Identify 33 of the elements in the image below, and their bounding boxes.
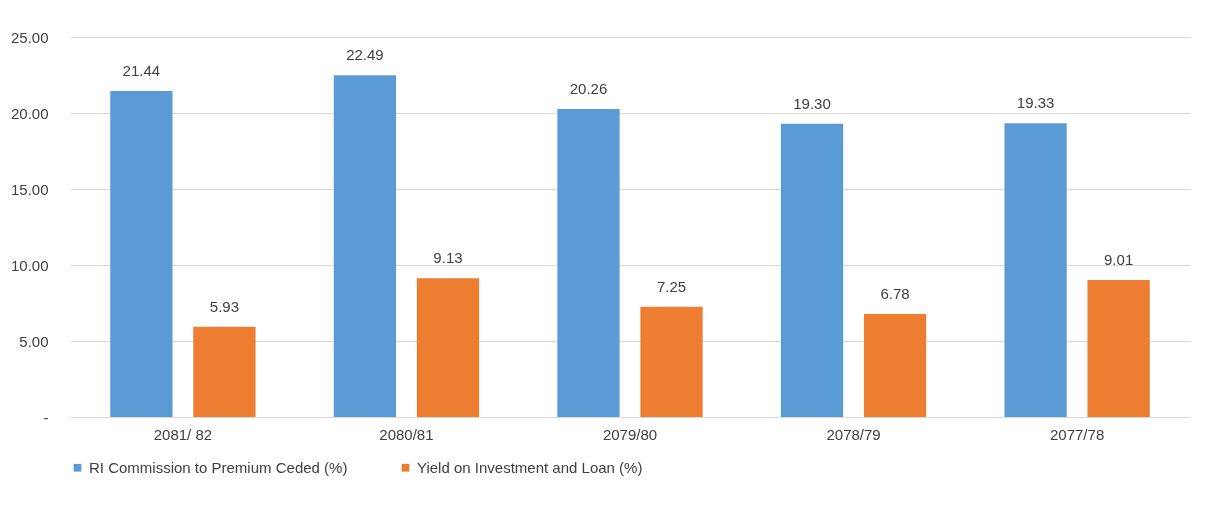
y-tick-label: 15.00 (10, 180, 49, 198)
data-label: 21.44 (122, 62, 161, 80)
y-tick-label: 20.00 (10, 104, 49, 122)
bar (780, 123, 844, 417)
bar (416, 278, 480, 417)
bar (333, 75, 397, 417)
y-tick-label: - (43, 408, 49, 426)
bar (1087, 280, 1150, 417)
y-tick-label: 25.00 (10, 28, 49, 46)
bar (193, 326, 256, 417)
x-tick-label: 2081/ 82 (153, 425, 213, 443)
data-label: 20.26 (569, 80, 608, 98)
legend-label: RI Commission to Premium Ceded (%) (89, 458, 348, 476)
data-label: 19.30 (793, 94, 831, 112)
bar (557, 109, 620, 417)
x-tick-label: 2077/78 (1049, 425, 1105, 443)
bar (1004, 123, 1067, 417)
bar (110, 91, 173, 417)
x-tick-label: 2080/81 (379, 425, 434, 443)
data-label: 7.25 (656, 277, 687, 295)
bar (640, 306, 703, 417)
data-label: 22.49 (346, 46, 384, 64)
bar (863, 313, 927, 417)
data-label: 6.78 (880, 284, 910, 302)
x-tick-label: 2079/80 (602, 425, 658, 443)
y-tick-label: 10.00 (10, 256, 49, 274)
y-tick-label: 5.00 (19, 332, 49, 350)
data-label: 19.33 (1016, 94, 1055, 112)
x-tick-label: 2078/79 (826, 425, 881, 443)
legend-label: Yield on Investment and Loan (%) (417, 458, 643, 476)
data-label: 5.93 (209, 297, 240, 315)
data-label: 9.01 (1104, 251, 1134, 269)
data-label: 9.13 (433, 249, 463, 267)
